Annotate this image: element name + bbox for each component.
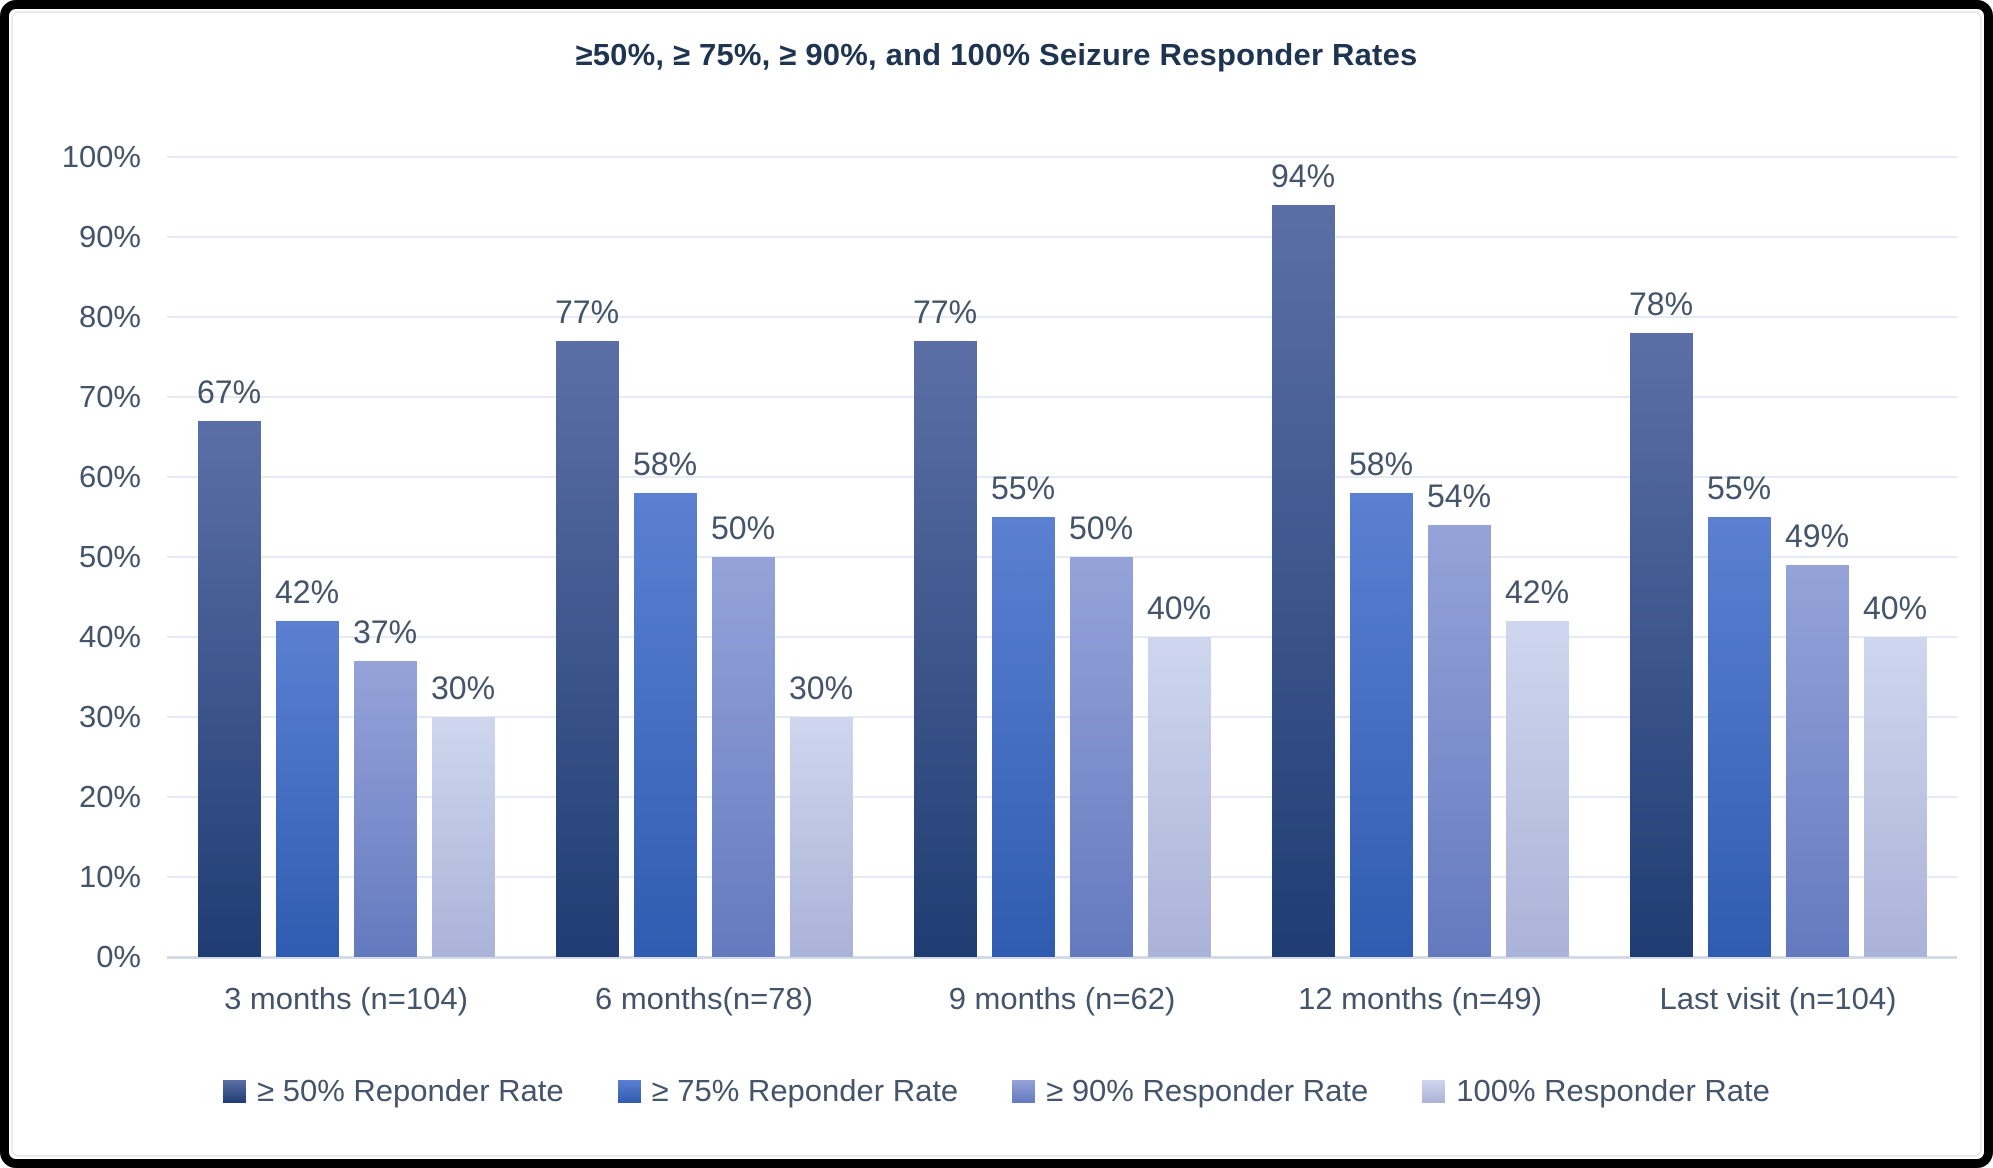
- legend-swatch-icon: [223, 1079, 247, 1103]
- x-axis-category-label: 6 months(n=78): [595, 981, 813, 1016]
- bar-value-label: 50%: [1068, 510, 1134, 546]
- legend-swatch-icon: [1422, 1079, 1446, 1103]
- x-axis-category-label: 3 months (n=104): [224, 981, 468, 1016]
- y-tick-label: 0%: [96, 939, 141, 974]
- bar-value-label: 77%: [912, 294, 978, 330]
- bar-value-label: 50%: [710, 510, 776, 546]
- bar-series4: 30%: [431, 670, 495, 957]
- bar-value-label: 55%: [1706, 470, 1772, 506]
- gridline: [167, 476, 1957, 478]
- bar-value-label: 40%: [1862, 590, 1928, 626]
- bar-value-label: 58%: [1348, 446, 1414, 482]
- bar-value-label: 55%: [990, 470, 1056, 506]
- x-axis-line: [167, 956, 1957, 959]
- legend-swatch-icon: [1012, 1079, 1036, 1103]
- bar-group: 94% 58% 54% 42%: [1241, 157, 1599, 957]
- legend-swatch-icon: [617, 1079, 641, 1103]
- bar-value-label: 78%: [1628, 286, 1694, 322]
- gridline: [167, 236, 1957, 238]
- bar-series2: 58%: [1349, 446, 1413, 957]
- y-tick-label: 70%: [78, 379, 141, 414]
- y-tick-label: 50%: [78, 539, 141, 574]
- legend-item: ≥ 75% Reponder Rate: [617, 1073, 959, 1109]
- bar-value-label: 58%: [632, 446, 698, 482]
- bar-value-label: 30%: [788, 670, 854, 706]
- bar-series1: 67%: [197, 374, 261, 957]
- bar-group: 78% 55% 49% 40%: [1599, 157, 1957, 957]
- bar-series4: 42%: [1505, 574, 1569, 957]
- legend-label: ≥ 50% Reponder Rate: [257, 1073, 564, 1108]
- bar-value-label: 40%: [1146, 590, 1212, 626]
- bar-series3: 54%: [1427, 478, 1491, 957]
- bar-value-label: 94%: [1270, 158, 1336, 194]
- y-tick-label: 10%: [78, 859, 141, 894]
- legend-item: ≥ 90% Responder Rate: [1012, 1073, 1368, 1109]
- gridline: [167, 876, 1957, 878]
- bar-series3: 50%: [711, 510, 775, 957]
- bar-value-label: 42%: [274, 574, 340, 610]
- y-tick-label: 80%: [78, 299, 141, 334]
- bar-group: 67% 42% 37% 30%: [167, 157, 525, 957]
- gridline: [167, 636, 1957, 638]
- bar-value-label: 42%: [1504, 574, 1570, 610]
- bar-series2: 55%: [1707, 470, 1771, 957]
- bar-value-label: 30%: [430, 670, 496, 706]
- x-axis-labels: 3 months (n=104) 6 months(n=78) 9 months (…: [167, 981, 1957, 1017]
- bar-group: 77% 58% 50% 30%: [525, 157, 883, 957]
- bar-series3: 49%: [1785, 518, 1849, 957]
- x-axis-category-label: 9 months (n=62): [948, 981, 1176, 1016]
- x-axis-category-label: Last visit (n=104): [1659, 981, 1897, 1016]
- bar-series3: 50%: [1069, 510, 1133, 957]
- bar-series4: 40%: [1147, 590, 1211, 957]
- bar-series2: 58%: [633, 446, 697, 957]
- bar-value-label: 49%: [1784, 518, 1850, 554]
- legend-label: ≥ 75% Reponder Rate: [651, 1073, 959, 1108]
- legend-label: ≥ 90% Responder Rate: [1046, 1073, 1369, 1108]
- legend-item: ≥ 50% Reponder Rate: [223, 1073, 564, 1109]
- bar-series4: 30%: [789, 670, 853, 957]
- y-tick-label: 60%: [78, 459, 141, 494]
- gridline: [167, 396, 1957, 398]
- bar-value-label: 54%: [1426, 478, 1492, 514]
- bar-value-label: 37%: [352, 614, 418, 650]
- bar-series1: 78%: [1629, 286, 1693, 957]
- gridline: [167, 156, 1957, 158]
- bar-value-label: 67%: [196, 374, 262, 410]
- gridline: [167, 556, 1957, 558]
- plot-area: 0% 10% 20% 30% 40% 50% 60% 70% 80% 90% 100% 67% 42% 3…: [62, 139, 1957, 974]
- bar-groups: 67% 42% 37% 30% 77% 58% 50% 30% 77% 55% 50% 40% 94% 5…: [167, 157, 1957, 957]
- bar-series3: 37%: [353, 614, 417, 957]
- bar-group: 77% 55% 50% 40%: [883, 157, 1241, 957]
- gridline: [167, 316, 1957, 318]
- gridline: [167, 796, 1957, 798]
- chart-title: ≥50%, ≥ 75%, ≥ 90%, and 100% Seizure Res…: [575, 37, 1418, 72]
- y-tick-label: 100%: [61, 139, 141, 174]
- bar-value-label: 77%: [554, 294, 620, 330]
- legend-label: 100% Responder Rate: [1456, 1073, 1770, 1108]
- y-tick-label: 20%: [78, 779, 141, 814]
- bar-series2: 42%: [275, 574, 339, 957]
- bar-series1: 77%: [913, 294, 977, 957]
- bar-series1: 77%: [555, 294, 619, 957]
- bar-series1: 94%: [1271, 158, 1335, 957]
- y-tick-label: 30%: [78, 699, 141, 734]
- bar-series2: 55%: [991, 470, 1055, 957]
- legend: ≥ 50% Reponder Rate ≥ 75% Reponder Rate ≥ …: [9, 1073, 1984, 1109]
- bar-series4: 40%: [1863, 590, 1927, 957]
- y-tick-label: 40%: [78, 619, 141, 654]
- gridline: [167, 716, 1957, 718]
- legend-item: 100% Responder Rate: [1422, 1073, 1770, 1109]
- x-axis-category-label: 12 months (n=49): [1298, 981, 1542, 1016]
- y-tick-label: 90%: [78, 219, 141, 254]
